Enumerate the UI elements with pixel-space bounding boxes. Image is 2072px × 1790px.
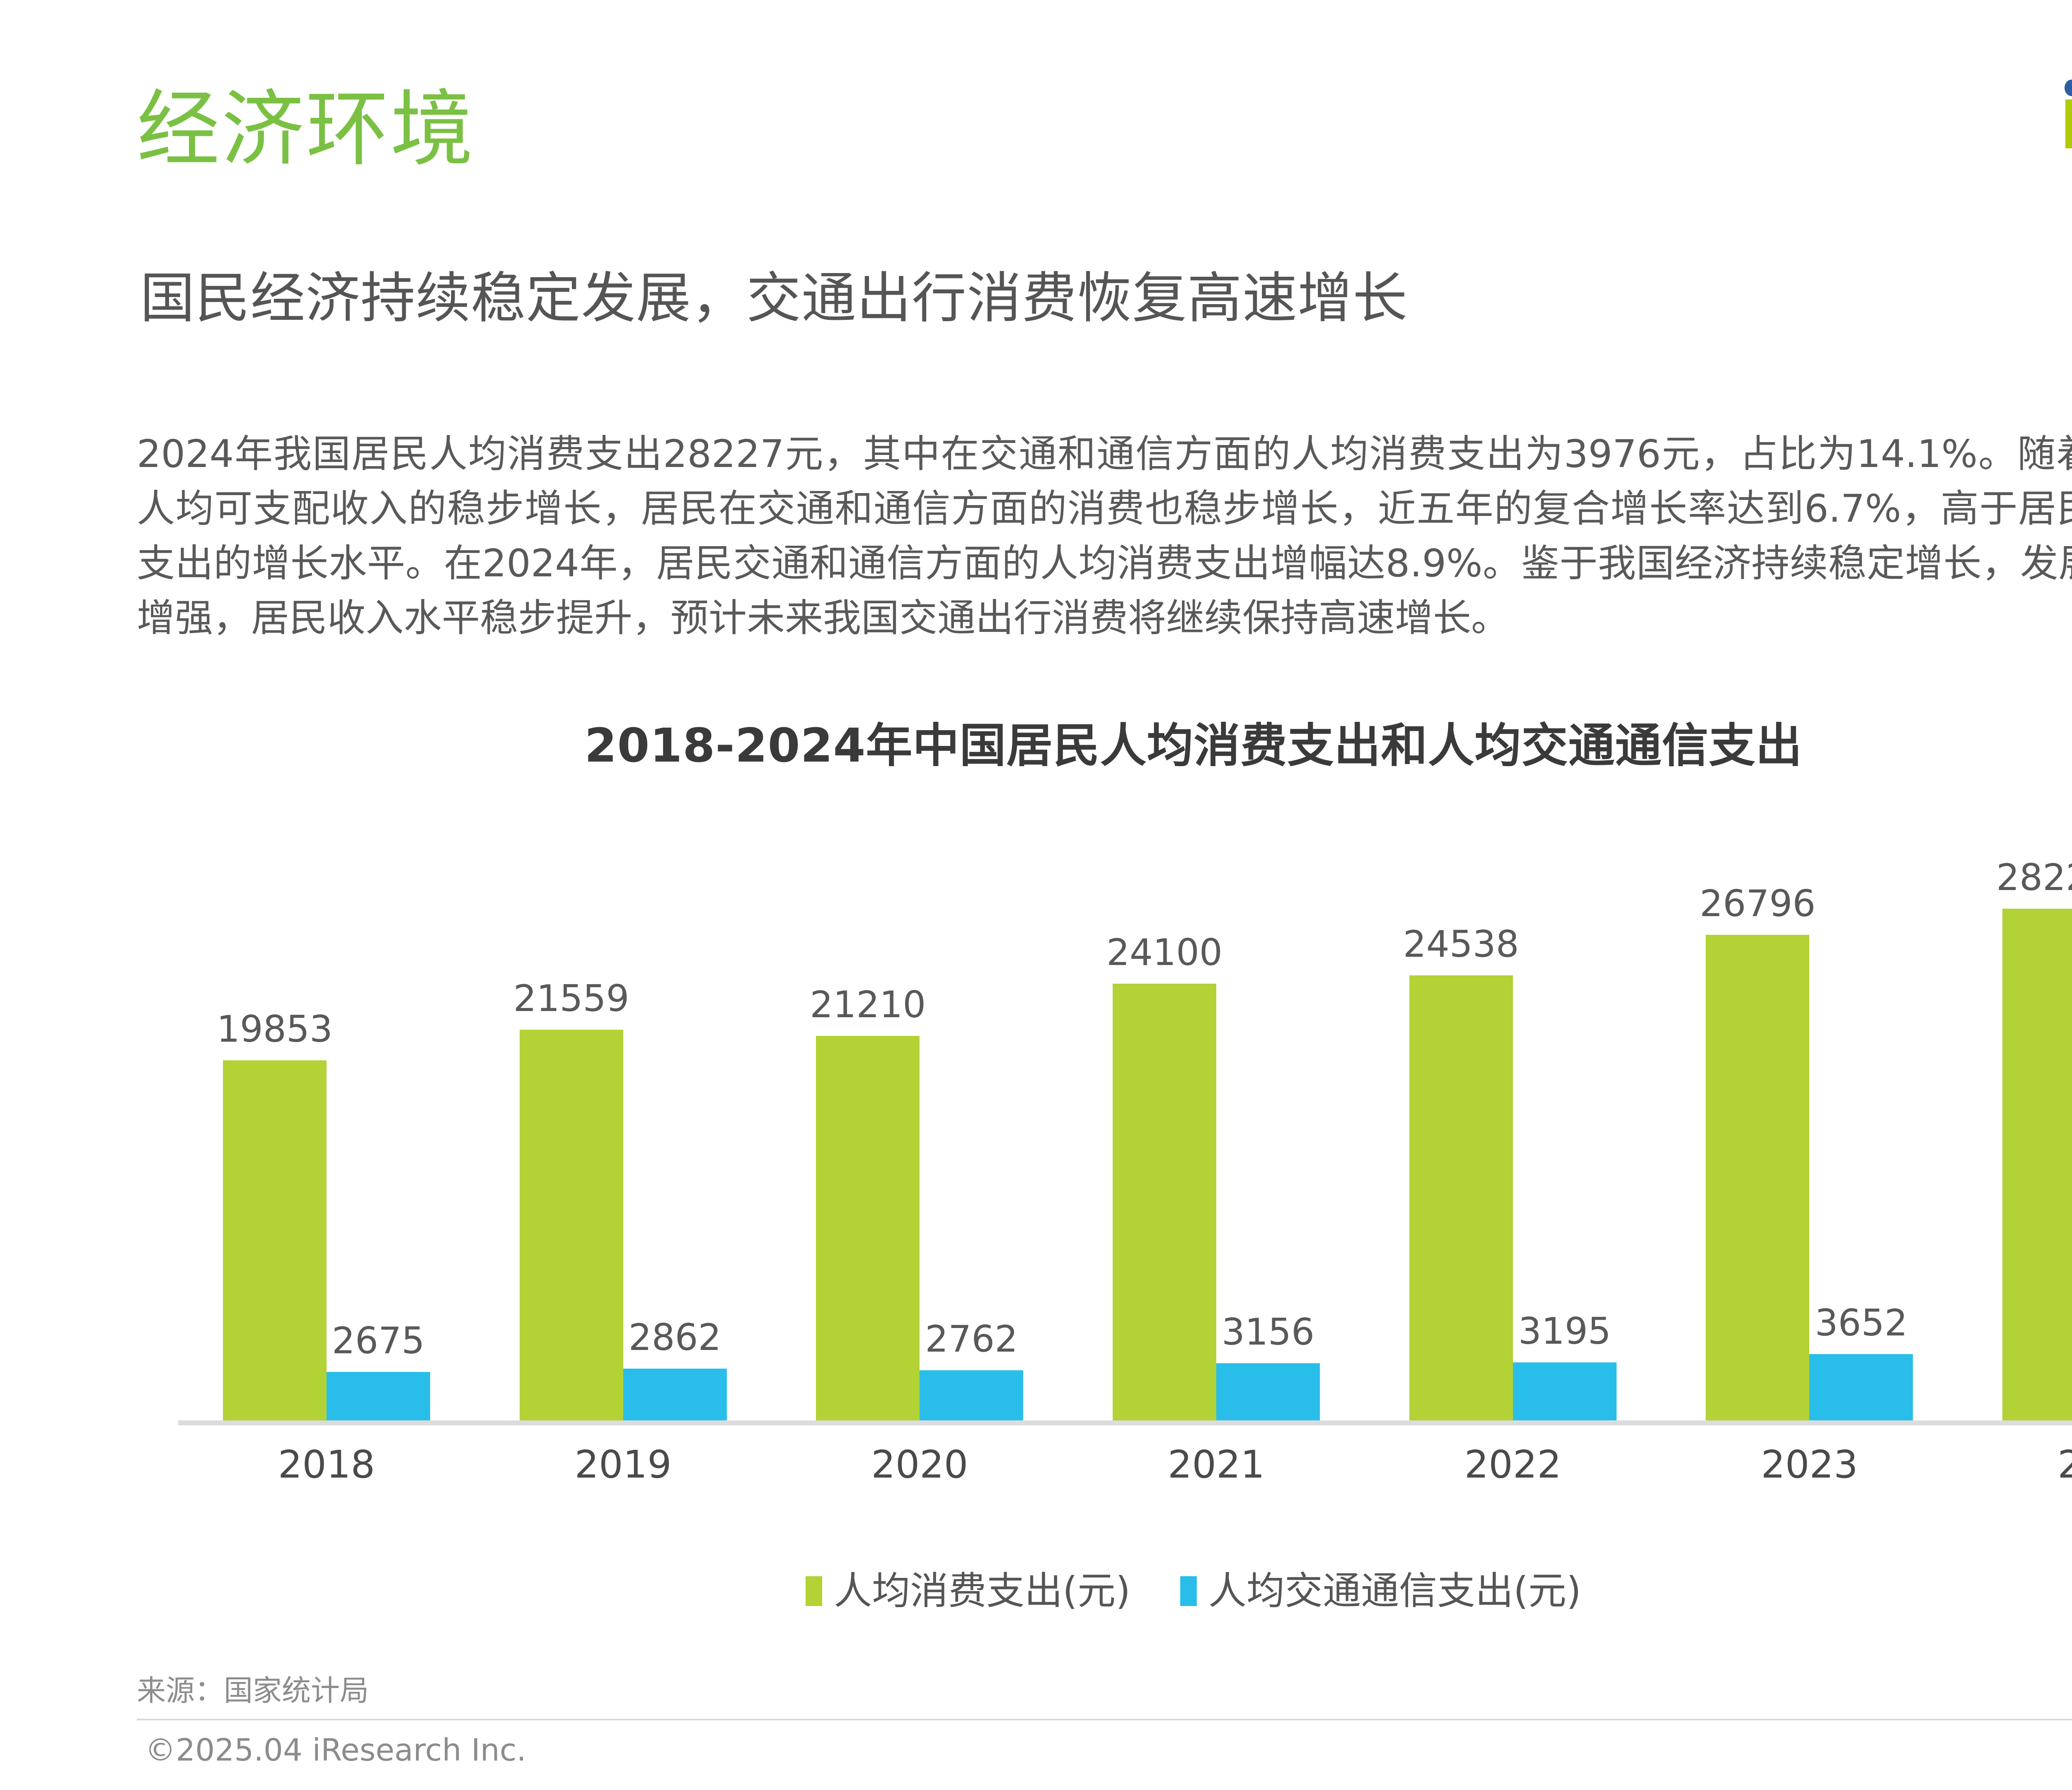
bar-2024-series1[interactable] xyxy=(2002,909,2072,1420)
bar-group: 24538 3195 xyxy=(1403,840,1617,1420)
page-subtitle: 国民经济持续稳定发展，交通出行消费恢复高速增长 xyxy=(140,266,1408,330)
logo-mark: Research xyxy=(2060,54,2072,157)
legend-item-1[interactable]: 人均消费支出(元) xyxy=(806,1570,1130,1612)
footer-divider xyxy=(137,1719,2072,1720)
chart-title: 2018-2024年中国居民人均消费支出和人均交通通信支出 xyxy=(584,719,1803,773)
x-tick-2024: 2024 xyxy=(2057,1442,2072,1487)
logo-i-dot-icon xyxy=(2065,80,2072,96)
bar-group: 21210 2762 xyxy=(810,840,1024,1420)
bar-value-label: 21559 xyxy=(513,977,629,1020)
bar-2018-series2[interactable] xyxy=(326,1372,430,1420)
legend-swatch-icon xyxy=(806,1576,823,1606)
bar-value-label: 28227 xyxy=(1996,856,2072,899)
bar-value-label: 3195 xyxy=(1518,1310,1611,1353)
chart-legend: 人均消费支出(元) 人均交通通信支出(元) xyxy=(0,1570,2072,1612)
x-tick-2022: 2022 xyxy=(1464,1442,1561,1487)
bar-group: 19853 2675 xyxy=(217,840,430,1420)
bar-2022-series2[interactable] xyxy=(1513,1362,1617,1420)
bar-value-label: 19853 xyxy=(216,1008,333,1051)
bar-2022-series1[interactable] xyxy=(1409,975,1513,1420)
bar-2019-series2[interactable] xyxy=(623,1368,727,1420)
bar-2021-series1[interactable] xyxy=(1113,983,1216,1420)
bar-group: 28227 3976 xyxy=(1996,840,2072,1420)
bar-2021-series2[interactable] xyxy=(1216,1363,1320,1420)
bar-2018-series1[interactable] xyxy=(223,1060,327,1420)
x-tick-2020: 2020 xyxy=(871,1442,968,1487)
x-tick-2021: 2021 xyxy=(1167,1442,1265,1487)
source-note: 来源：国家统计局 xyxy=(137,1674,369,1708)
bar-value-label: 26796 xyxy=(1699,882,1816,925)
bar-2020-series2[interactable] xyxy=(920,1370,1024,1420)
bar-2023-series1[interactable] xyxy=(1706,934,1810,1420)
x-tick-2023: 2023 xyxy=(1761,1442,1858,1487)
bar-value-label: 2762 xyxy=(925,1318,1018,1361)
bar-group: 26796 3652 xyxy=(1699,840,1913,1420)
bar-2020-series1[interactable] xyxy=(816,1036,920,1420)
body-paragraph: 2024年我国居民人均消费支出28227元，其中在交通和通信方面的人均消费支出为… xyxy=(137,432,2072,640)
legend-label: 人均交通通信支出(元) xyxy=(1208,1569,1581,1613)
bar-value-label: 3976 xyxy=(2033,1298,2072,1337)
x-tick-2018: 2018 xyxy=(278,1442,375,1487)
x-axis-tick-labels: 2018 2019 2020 2021 2022 2023 2024 xyxy=(178,1442,2072,1496)
bar-value-label: 21210 xyxy=(810,983,926,1026)
bar-chart-plot: 19853 2675 21559 2862 21210 2762 24100 3156 2453… xyxy=(178,829,2072,1425)
legend-item-2[interactable]: 人均交通通信支出(元) xyxy=(1180,1570,1581,1612)
legend-swatch-icon xyxy=(1180,1576,1197,1606)
bar-value-label: 3652 xyxy=(1815,1301,1908,1345)
x-axis-line xyxy=(178,1420,2072,1425)
iresearch-logo: Research 艾瑞咨询 xyxy=(2060,54,2072,220)
bar-value-label: 2675 xyxy=(332,1319,425,1362)
bar-value-label: 2862 xyxy=(628,1316,721,1359)
bar-2019-series1[interactable] xyxy=(519,1029,623,1420)
bar-value-label: 24100 xyxy=(1106,931,1222,974)
bar-group: 24100 3156 xyxy=(1106,840,1320,1420)
page-title: 经济环境 xyxy=(137,81,475,178)
logo-i-stem-icon xyxy=(2065,99,2072,148)
bar-2023-series2[interactable] xyxy=(1809,1354,1913,1420)
copyright-text: ©2025.04 iResearch Inc. xyxy=(145,1732,526,1768)
bar-group: 21559 2862 xyxy=(513,840,727,1420)
legend-label: 人均消费支出(元) xyxy=(834,1569,1130,1613)
x-tick-2019: 2019 xyxy=(574,1442,672,1487)
bar-value-label: 24538 xyxy=(1403,923,1519,966)
bar-value-label: 3156 xyxy=(1222,1310,1314,1353)
